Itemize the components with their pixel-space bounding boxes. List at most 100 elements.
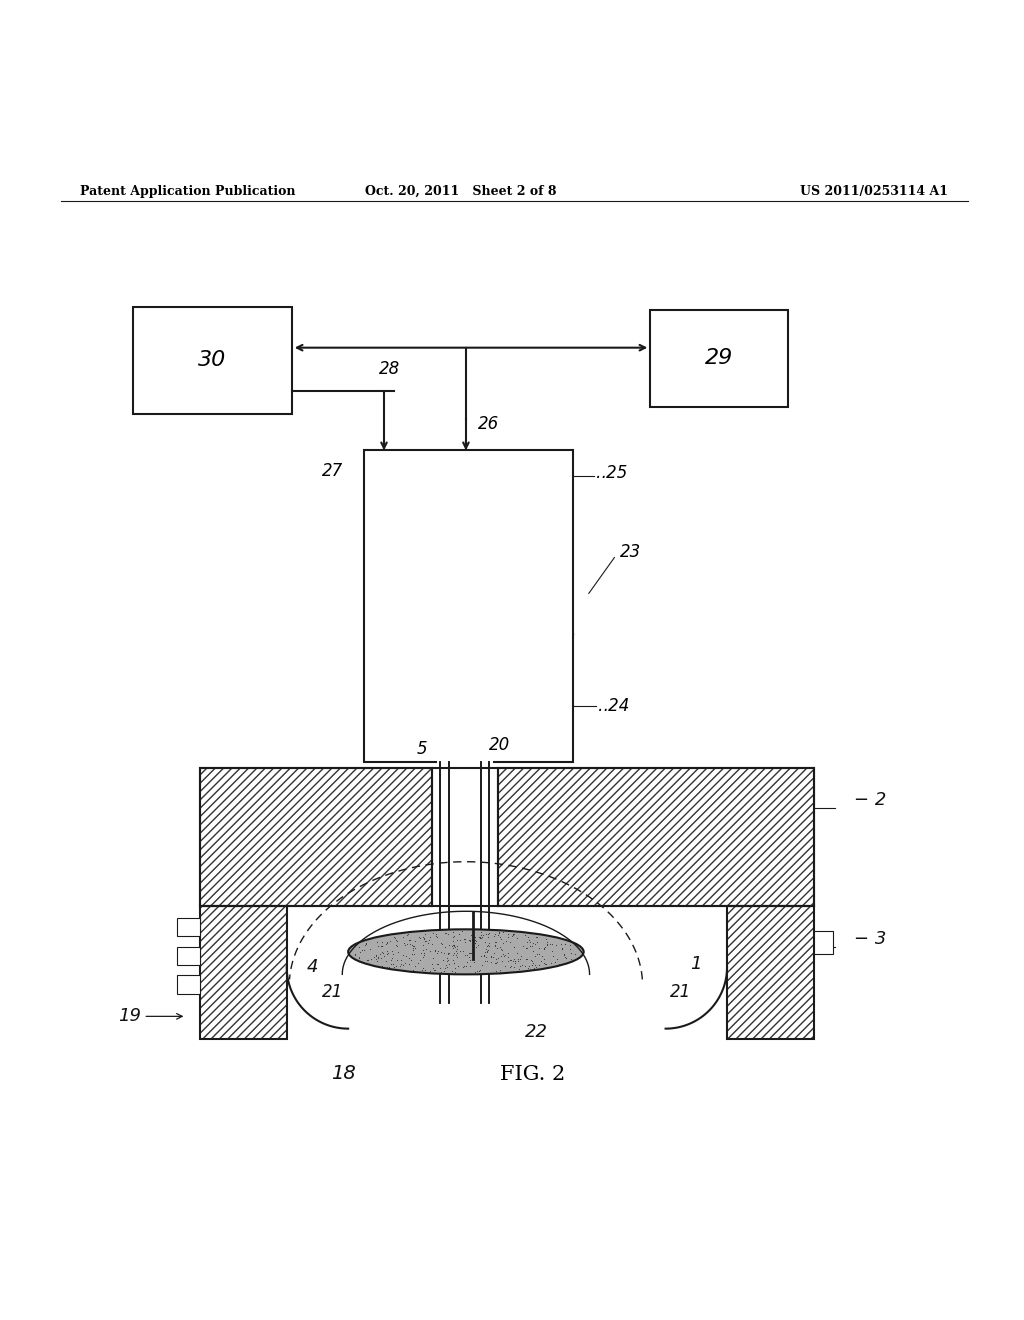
Point (370, 946, 386, 968)
Point (486, 935, 503, 956)
Point (445, 953, 462, 974)
Point (462, 942, 478, 964)
Point (509, 928, 525, 949)
Point (510, 950, 526, 972)
Point (459, 944, 475, 965)
Point (563, 948, 580, 969)
Point (389, 949, 406, 970)
Point (351, 941, 368, 962)
Point (520, 929, 537, 950)
Point (485, 942, 502, 964)
Point (498, 931, 514, 952)
Point (449, 929, 465, 950)
Point (407, 944, 423, 965)
Point (478, 924, 495, 945)
Point (457, 945, 473, 966)
Point (521, 932, 538, 953)
Bar (727, 906, 814, 1039)
Point (415, 927, 431, 948)
Text: US 2011/0253114 A1: US 2011/0253114 A1 (800, 185, 948, 198)
Point (361, 939, 378, 960)
Point (537, 948, 553, 969)
Point (429, 927, 445, 948)
Point (443, 961, 460, 982)
Point (457, 932, 473, 953)
Point (537, 937, 553, 958)
Point (395, 954, 412, 975)
Point (351, 948, 368, 969)
Point (444, 931, 461, 952)
Point (536, 953, 552, 974)
Point (357, 935, 374, 956)
Point (408, 931, 424, 952)
Point (347, 944, 364, 965)
Point (539, 954, 555, 975)
Point (394, 927, 411, 948)
Point (489, 952, 506, 973)
Point (444, 937, 461, 958)
Point (431, 958, 447, 979)
Point (486, 932, 503, 953)
Point (500, 923, 516, 944)
Point (415, 946, 431, 968)
Point (514, 954, 530, 975)
Point (506, 949, 522, 970)
Point (462, 931, 478, 952)
Point (488, 960, 505, 981)
Point (421, 927, 437, 948)
Point (396, 933, 413, 954)
Bar (364, 450, 573, 763)
Point (399, 933, 416, 954)
Point (516, 956, 532, 977)
Point (505, 950, 521, 972)
Point (465, 946, 481, 968)
Text: 28: 28 (379, 360, 400, 379)
Point (362, 949, 379, 970)
Point (486, 936, 503, 957)
Point (547, 950, 563, 972)
Point (439, 944, 456, 965)
Point (503, 956, 519, 977)
Point (430, 940, 446, 961)
Bar (177, 975, 200, 994)
Text: 19: 19 (119, 1007, 141, 1026)
Point (450, 956, 466, 977)
Point (447, 937, 464, 958)
Point (463, 929, 479, 950)
Point (525, 953, 542, 974)
Point (489, 946, 506, 968)
Point (555, 944, 571, 965)
Point (462, 929, 478, 950)
Point (384, 948, 400, 969)
Bar (177, 917, 200, 936)
Point (467, 936, 483, 957)
Text: 27: 27 (322, 462, 343, 480)
Bar (200, 906, 287, 1039)
Point (411, 927, 427, 948)
Point (439, 948, 456, 969)
Text: 6: 6 (486, 932, 497, 949)
Point (383, 954, 399, 975)
Point (557, 933, 573, 954)
Point (483, 945, 500, 966)
Point (404, 944, 421, 965)
Point (479, 940, 496, 961)
Point (542, 933, 558, 954)
Point (549, 949, 565, 970)
Point (543, 952, 559, 973)
Point (402, 929, 419, 950)
Point (481, 936, 498, 957)
Point (526, 957, 543, 978)
Point (524, 940, 541, 961)
Point (351, 937, 368, 958)
Point (404, 940, 421, 961)
Point (379, 933, 395, 954)
Point (374, 935, 390, 956)
Point (425, 923, 441, 944)
Bar (200, 767, 432, 906)
Point (422, 961, 438, 982)
Text: − 2: − 2 (854, 791, 887, 809)
Point (439, 950, 456, 972)
Point (505, 923, 521, 944)
Point (492, 927, 508, 948)
